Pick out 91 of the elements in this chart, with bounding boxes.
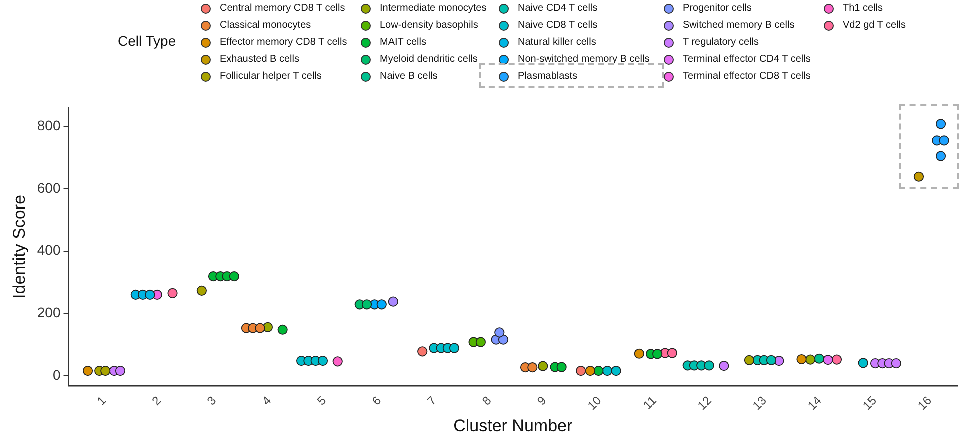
point: [594, 366, 604, 376]
point: [229, 272, 240, 282]
point: [585, 366, 596, 376]
point: [634, 348, 644, 359]
legend-label: Terminal effector CD4 T cells: [683, 54, 811, 65]
point: [538, 361, 548, 372]
y-tick-label: 200: [37, 304, 61, 321]
point: [891, 358, 902, 369]
y-tick-label: 400: [37, 242, 61, 258]
legend-label: Terminal effector CD8 T cells: [683, 71, 811, 82]
legend-label: Plasmablasts: [518, 71, 578, 82]
point: [823, 355, 834, 366]
point: [362, 300, 372, 310]
point: [318, 356, 328, 366]
point: [115, 366, 126, 376]
point: [766, 355, 777, 366]
point: [498, 334, 509, 345]
x-tick-label: 5: [314, 393, 330, 408]
point: [418, 346, 428, 357]
legend-label: Effector memory CD8 T cells: [220, 37, 348, 48]
x-tick-label: 10: [584, 393, 604, 413]
point: [449, 343, 460, 354]
point: [602, 366, 613, 376]
x-tick-label: 11: [640, 393, 660, 412]
point: [939, 136, 950, 146]
point: [814, 354, 824, 364]
x-tick-label: 16: [915, 393, 935, 413]
point: [832, 354, 842, 365]
point: [332, 356, 343, 367]
point: [719, 360, 730, 372]
legend-label: Natural killer cells: [518, 37, 596, 48]
x-axis-title: Cluster Number: [454, 416, 573, 436]
x-tick-label: 8: [480, 393, 494, 408]
point: [145, 290, 156, 300]
legend-label: Naive CD8 T cells: [518, 20, 598, 31]
x-tick-label: 13: [750, 393, 770, 413]
x-tick-label: 12: [694, 393, 715, 413]
point: [611, 366, 622, 376]
legend-label: Follicular helper T cells: [220, 71, 322, 82]
point: [278, 324, 288, 335]
point: [100, 366, 111, 376]
point: [652, 349, 663, 360]
point: [476, 337, 486, 348]
legend-label: MAIT cells: [380, 37, 426, 48]
legend-label: Vd2 gd T cells: [843, 20, 906, 31]
y-tick-label: 0: [52, 366, 61, 383]
x-tick-label: 9: [534, 393, 550, 408]
x-tick-label: 4: [259, 393, 274, 408]
point: [576, 366, 586, 376]
x-tick-label: 7: [424, 393, 440, 408]
point: [704, 360, 714, 371]
y-axis-title: Identity Score: [10, 195, 29, 299]
legend-label: Naive CD4 T cells: [518, 3, 598, 14]
x-tick-label: 1: [94, 393, 110, 408]
legend-title: Cell Type: [118, 33, 176, 49]
legend-label: Switched memory B cells: [683, 20, 795, 31]
legend-label: Central memory CD8 T cells: [220, 3, 346, 14]
point: [858, 358, 868, 368]
x-tick-label: 15: [860, 393, 880, 413]
legend-label: Th1 cells: [843, 3, 884, 14]
legend-label: Classical monocytes: [220, 20, 312, 31]
point: [388, 296, 398, 307]
point: [82, 366, 94, 376]
legend-label: Naive B cells: [380, 71, 438, 82]
point: [376, 300, 387, 310]
point: [168, 288, 178, 298]
legend-label: Progenitor cells: [683, 3, 752, 14]
x-tick-label: 14: [805, 393, 825, 413]
legend-label: Low-density basophils: [380, 20, 478, 31]
point: [528, 362, 538, 373]
x-tick-label: 6: [370, 393, 384, 408]
point: [796, 354, 807, 365]
legend-label: Exhausted B cells: [220, 54, 300, 65]
y-tick-label: 800: [37, 118, 61, 134]
point: [936, 151, 946, 162]
legend-label: Myeloid dendritic cells: [380, 54, 478, 65]
x-tick-label: 2: [149, 393, 164, 408]
point: [196, 286, 207, 296]
point: [744, 355, 755, 366]
point: [936, 119, 946, 130]
point: [914, 172, 924, 182]
y-tick-label: 600: [37, 180, 61, 196]
x-tick-label: 3: [204, 393, 220, 408]
legend-label: T regulatory cells: [683, 37, 759, 48]
point: [806, 354, 816, 365]
point: [556, 362, 567, 372]
legend-label: Intermediate monocytes: [380, 3, 487, 14]
point: [255, 323, 266, 334]
point: [667, 348, 678, 358]
legend-label: Non-switched memory B cells: [518, 54, 650, 65]
point: [494, 328, 505, 338]
